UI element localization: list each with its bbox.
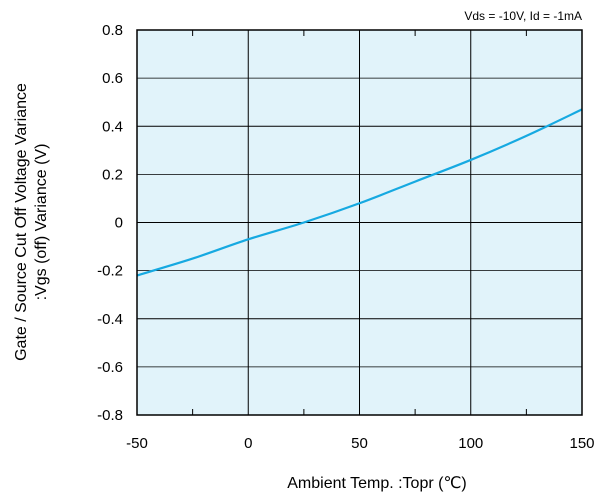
x-tick-label: -50: [126, 435, 148, 452]
series-line: [136, 108, 583, 277]
y-tick-label: -0.4: [97, 311, 123, 328]
y-tick-labels: 0.8 0.6 0.4 0.2 0 -0.2 -0.4 -0.6 -0.8: [97, 22, 123, 424]
y-tick-label: -0.6: [97, 359, 123, 376]
x-tick-label: 50: [351, 435, 368, 452]
plot-frame: [136, 29, 583, 416]
y-tick-label: 0: [115, 215, 123, 232]
grid-lines: [137, 30, 582, 415]
x-tick-labels: -50 0 50 100 150: [126, 435, 594, 452]
y-tick-label: 0.4: [102, 118, 123, 135]
x-tick-label: 0: [244, 435, 252, 452]
y-tick-label: -0.8: [97, 407, 123, 424]
y-tick-label: -0.2: [97, 263, 123, 280]
x-tick-label: 100: [458, 435, 483, 452]
y-tick-label: 0.6: [102, 70, 123, 87]
conditions-label: Vds = -10V, Id = -1mA: [464, 9, 582, 23]
y-axis-title-line2: :Vgs (off) Variance (V): [33, 144, 50, 301]
x-axis-title: Ambient Temp. :Topr (℃): [287, 475, 467, 492]
y-tick-label: 0.8: [102, 22, 123, 39]
tick-marks: [192, 30, 527, 415]
y-tick-label: 0.2: [102, 166, 123, 183]
y-axis-title-line1: Gate / Source Cut Off Voltage Variance: [13, 83, 30, 361]
x-tick-label: 150: [569, 435, 594, 452]
